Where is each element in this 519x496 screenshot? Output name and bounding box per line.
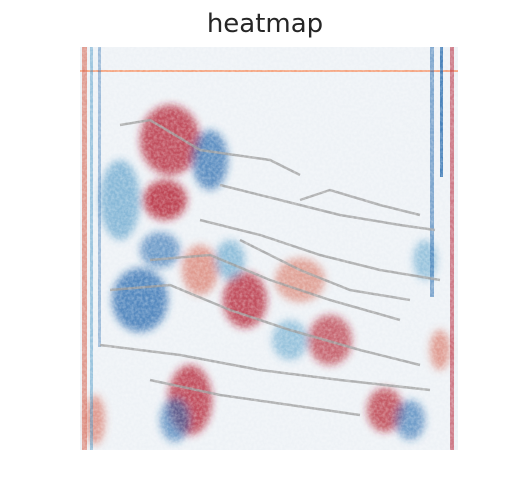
heatmap-image — [80, 47, 458, 450]
title: heatmap — [207, 9, 323, 39]
texture — [80, 47, 458, 450]
